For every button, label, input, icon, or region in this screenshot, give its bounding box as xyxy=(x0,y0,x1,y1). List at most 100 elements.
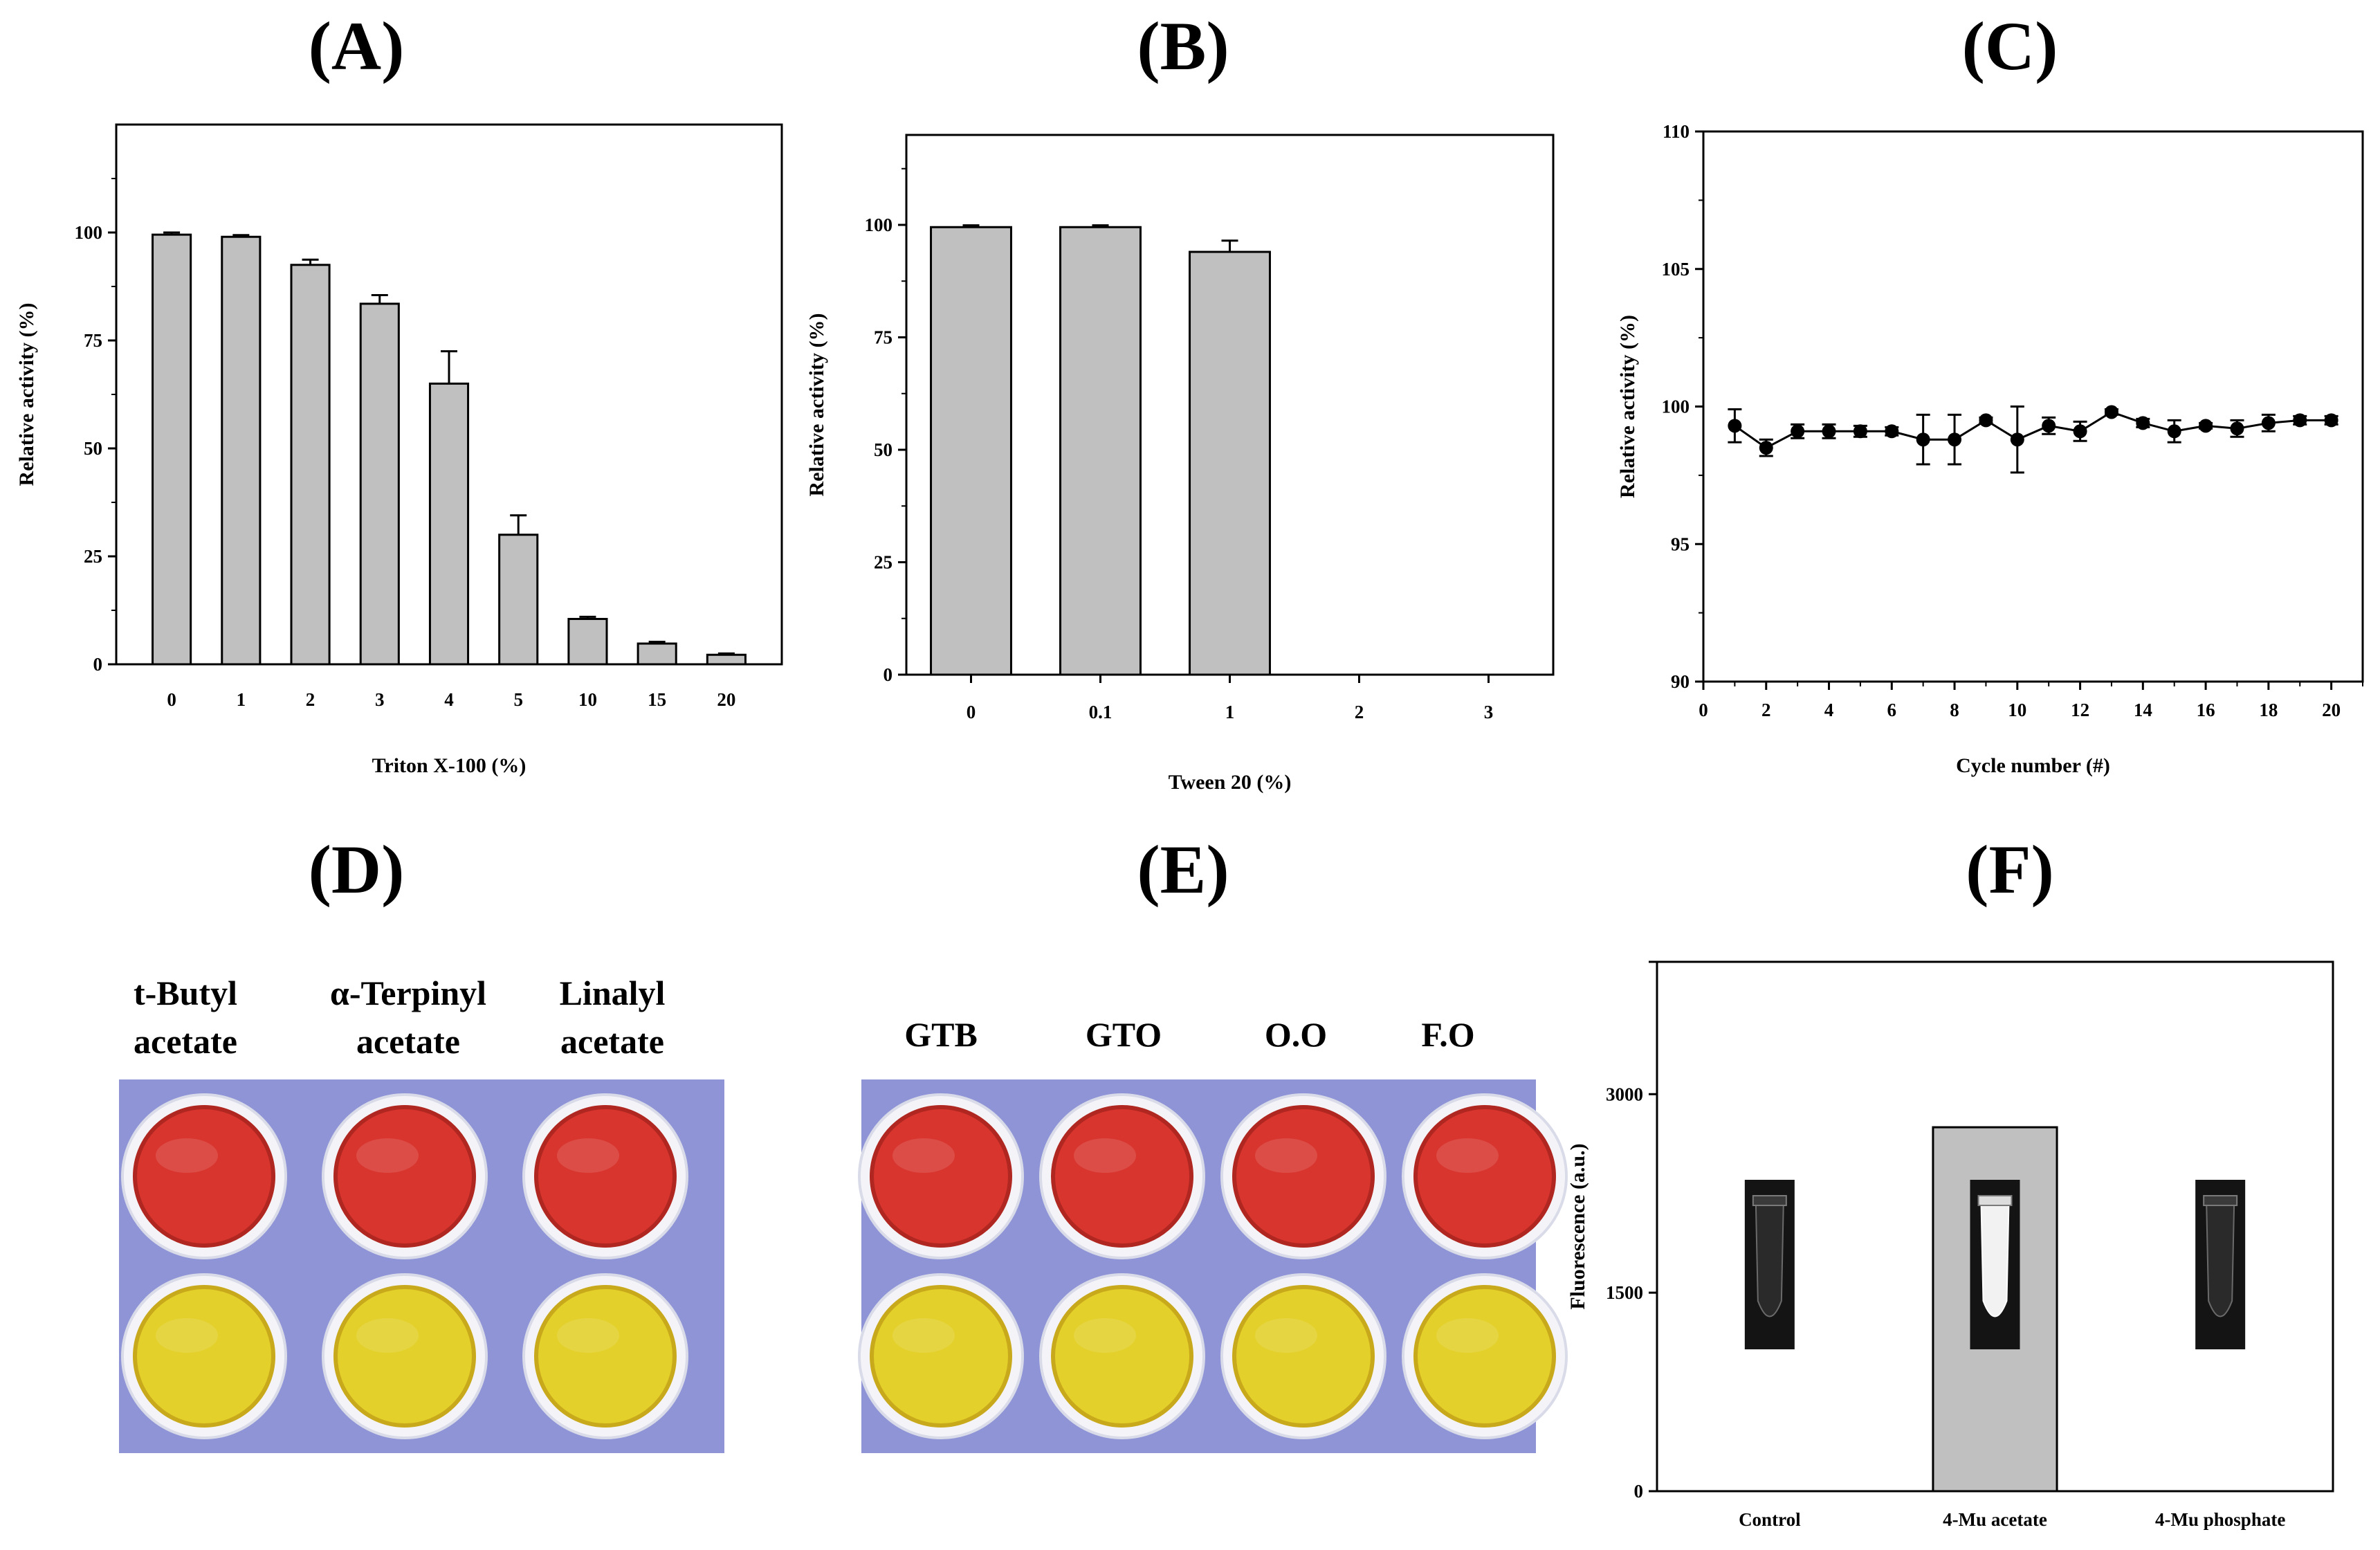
y-tick-label: 3000 xyxy=(1606,1084,1643,1104)
well-highlight xyxy=(156,1138,218,1173)
well-liquid xyxy=(870,1285,1012,1428)
x-tick-label: 3 xyxy=(1484,702,1494,722)
well-highlight xyxy=(1255,1318,1317,1353)
well-highlight xyxy=(356,1318,419,1353)
data-point xyxy=(1759,441,1773,455)
x-tick-label: 4 xyxy=(444,689,454,710)
x-tick-label: Control xyxy=(1739,1509,1801,1530)
photo-e: GTB GTO O.O F.O xyxy=(858,1015,1568,1453)
y-tick-label: 75 xyxy=(874,327,892,348)
bar xyxy=(428,382,470,666)
well-liquid xyxy=(1051,1105,1193,1248)
tube-icon xyxy=(1980,1202,2010,1318)
well-liquid xyxy=(534,1105,677,1248)
y-tick-label: 110 xyxy=(1663,121,1690,142)
y-tick-label: 50 xyxy=(84,438,102,459)
data-point xyxy=(2324,413,2338,428)
x-tick-label: 8 xyxy=(1950,700,1959,720)
photo-d-label-1-line-1: t-Butyl xyxy=(134,974,237,1012)
data-point xyxy=(2167,424,2181,439)
bar xyxy=(498,534,539,666)
well-liquid xyxy=(870,1105,1012,1248)
well-highlight xyxy=(1436,1318,1499,1353)
x-axis-title: Triton X-100 (%) xyxy=(372,754,527,777)
well-highlight xyxy=(1255,1138,1317,1173)
x-tick-label: 15 xyxy=(648,689,666,710)
bar xyxy=(1189,250,1271,676)
x-tick-label: 10 xyxy=(2008,700,2026,720)
well-liquid xyxy=(1051,1285,1193,1428)
photo-e-label-2: GTO xyxy=(1086,1015,1162,1054)
y-tick-label: 100 xyxy=(75,222,103,243)
photo-d: t-Butyl acetate α-Terpinyl acetate Linal… xyxy=(119,974,724,1453)
x-tick-label: 18 xyxy=(2259,700,2278,720)
y-axis-title: Fluorescence (a.u.) xyxy=(1566,1143,1589,1309)
x-tick-label: 20 xyxy=(717,689,735,710)
y-axis-title: Relative activity (%) xyxy=(15,303,38,486)
well-liquid xyxy=(133,1105,275,1248)
data-point xyxy=(2104,405,2118,419)
x-tick-label: 4-Mu acetate xyxy=(1943,1509,2047,1530)
y-tick-label: 90 xyxy=(1671,671,1690,692)
x-tick-label: 6 xyxy=(1887,700,1897,720)
x-tick-label: 2 xyxy=(1761,700,1771,720)
data-point xyxy=(1791,424,1805,439)
y-tick-label: 105 xyxy=(1662,259,1690,280)
well-liquid xyxy=(534,1285,677,1428)
tube-cap xyxy=(1752,1195,1787,1206)
x-tick-label: 3 xyxy=(375,689,385,710)
panel-label-a: (A) xyxy=(309,8,405,84)
tube-icon xyxy=(2206,1202,2235,1318)
well-liquid xyxy=(1232,1105,1375,1248)
chart-b: 0 25 50 75 100 0 0.1 1 2 3 Tween 20 (%) Relative ac… xyxy=(805,134,1555,794)
panel-label-e: (E) xyxy=(1137,831,1229,908)
photo-e-label-1: GTB xyxy=(904,1015,978,1054)
x-tick-label: 1 xyxy=(1225,702,1235,722)
panel-label-b: (B) xyxy=(1137,8,1229,84)
well-highlight xyxy=(1074,1138,1136,1173)
x-tick-label: 4 xyxy=(1824,700,1834,720)
x-tick-label: 1 xyxy=(237,689,246,710)
data-point xyxy=(1728,419,1742,433)
well-liquid xyxy=(333,1105,476,1248)
x-tick-label: 0 xyxy=(1699,700,1708,720)
well-liquid xyxy=(1232,1285,1375,1428)
data-point xyxy=(1822,424,1836,439)
well-liquid xyxy=(1413,1105,1556,1248)
x-tick-label: 14 xyxy=(2134,700,2152,720)
panel-label-f: (F) xyxy=(1966,831,2054,908)
x-tick-label: 10 xyxy=(578,689,597,710)
bar xyxy=(706,653,747,666)
data-point xyxy=(2042,419,2056,433)
photo-d-label-1-line-2: acetate xyxy=(134,1022,237,1061)
data-point xyxy=(2010,432,2024,447)
data-point xyxy=(2230,421,2244,436)
bar xyxy=(567,617,608,666)
y-tick-label: 0 xyxy=(1634,1481,1644,1502)
y-tick-label: 95 xyxy=(1671,534,1690,554)
y-tick-label: 50 xyxy=(874,439,892,460)
data-point xyxy=(2293,413,2307,428)
chart-f: 0 1500 3000 Control 4-Mu acetate 4-Mu phospha… xyxy=(1566,960,2334,1530)
well-liquid xyxy=(1413,1285,1556,1428)
photo-d-wells xyxy=(121,1093,688,1439)
y-tick-label: 0 xyxy=(884,664,893,685)
bar xyxy=(290,264,331,666)
tube-cap xyxy=(1977,1195,2013,1206)
well-highlight xyxy=(356,1138,419,1173)
well-liquid xyxy=(333,1285,476,1428)
photo-e-wells xyxy=(858,1093,1568,1439)
y-tick-label: 0 xyxy=(93,654,103,675)
x-axis-title: Tween 20 (%) xyxy=(1169,771,1292,794)
x-tick-label: 16 xyxy=(2197,700,2215,720)
photo-d-label-3-line-1: Linalyl xyxy=(560,974,666,1012)
chart-a: 0 25 50 75 100 0 1 2 3 4 5 10 15 20 Triton X-100 (%) Re… xyxy=(15,123,783,777)
panel-label-d: (D) xyxy=(309,831,405,908)
well-highlight xyxy=(1074,1318,1136,1353)
x-tick-label: 0 xyxy=(167,689,176,710)
panel-label-c: (C) xyxy=(1962,8,2058,84)
y-tick-label: 25 xyxy=(874,552,892,573)
x-tick-label: 0.1 xyxy=(1089,702,1113,722)
x-tick-label: 20 xyxy=(2322,700,2341,720)
